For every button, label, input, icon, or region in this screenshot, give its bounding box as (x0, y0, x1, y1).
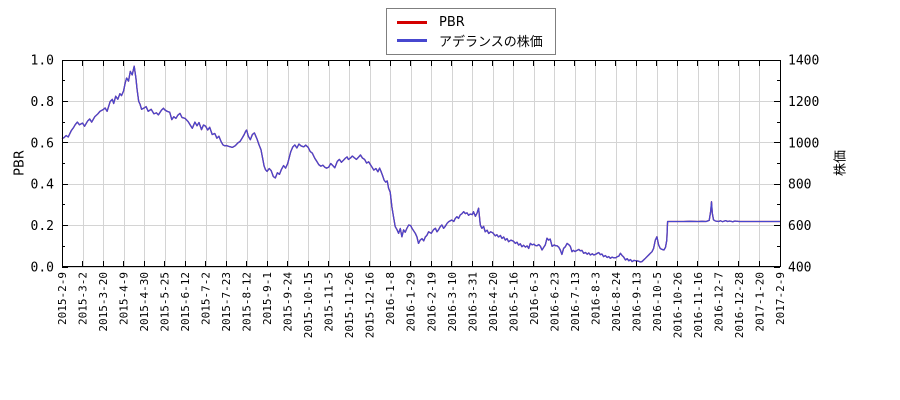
right-axis-tick-labels: 400 600 800 1000 1200 1400 (788, 54, 819, 276)
svg-text:2015-6-12: 2015-6-12 (179, 272, 192, 332)
svg-text:1200: 1200 (788, 95, 819, 110)
x-axis-tick-labels: 2015-2-9 2015-3-2 2015-3-20 2015-4-9 2015-4-… (56, 272, 787, 339)
pbr-line (61, 65, 780, 263)
svg-text:400: 400 (788, 261, 811, 276)
svg-text:2016-1-29: 2016-1-29 (405, 272, 418, 332)
svg-text:2016-8-24: 2016-8-24 (610, 272, 623, 332)
svg-text:2015-3-20: 2015-3-20 (97, 272, 110, 332)
svg-text:2015-7-23: 2015-7-23 (220, 272, 233, 332)
svg-text:2017-2-9: 2017-2-9 (774, 272, 787, 325)
svg-text:2015-7-2: 2015-7-2 (200, 272, 213, 325)
right-axis-title: 株価 (833, 149, 849, 177)
svg-text:2016-10-5: 2016-10-5 (651, 272, 664, 332)
svg-text:2015-11-5: 2015-11-5 (323, 272, 336, 332)
svg-text:0.6: 0.6 (31, 136, 54, 151)
svg-text:2015-3-2: 2015-3-2 (77, 272, 90, 325)
legend-label-price: アデランスの株価 (439, 34, 543, 50)
svg-text:2015-2-9: 2015-2-9 (56, 272, 69, 325)
svg-text:2015-12-16: 2015-12-16 (364, 272, 377, 338)
svg-text:1400: 1400 (788, 54, 819, 69)
svg-text:1000: 1000 (788, 136, 819, 151)
gridlines (62, 60, 781, 268)
svg-text:2016-6-23: 2016-6-23 (548, 272, 561, 332)
left-axis-tick-labels: 0.0 0.2 0.4 0.6 0.8 1.0 (31, 54, 55, 276)
svg-text:2015-9-24: 2015-9-24 (282, 272, 295, 332)
svg-text:0.0: 0.0 (31, 261, 54, 276)
svg-text:2017-1-20: 2017-1-20 (753, 272, 766, 332)
price-line (61, 65, 780, 263)
svg-text:2016-1-8: 2016-1-8 (384, 272, 397, 325)
svg-text:2016-12-28: 2016-12-28 (733, 272, 746, 338)
svg-text:2016-2-19: 2016-2-19 (425, 272, 438, 332)
legend: PBR アデランスの株価 (386, 8, 556, 55)
legend-label-pbr: PBR (439, 14, 465, 30)
svg-text:2015-4-30: 2015-4-30 (138, 272, 151, 332)
svg-text:800: 800 (788, 178, 811, 193)
svg-text:2016-4-20: 2016-4-20 (487, 272, 500, 332)
svg-text:2016-8-3: 2016-8-3 (589, 272, 602, 325)
svg-text:2015-5-25: 2015-5-25 (159, 272, 172, 332)
pbr-line-sample-icon (397, 20, 427, 24)
svg-text:2015-4-9: 2015-4-9 (118, 272, 131, 325)
svg-text:2015-9-1: 2015-9-1 (261, 272, 274, 325)
svg-text:2016-3-31: 2016-3-31 (466, 272, 479, 332)
svg-text:2016-3-10: 2016-3-10 (446, 272, 459, 332)
svg-text:0.4: 0.4 (31, 178, 55, 193)
svg-text:0.8: 0.8 (31, 95, 54, 110)
axes (62, 60, 781, 268)
svg-text:600: 600 (788, 219, 811, 234)
svg-text:0.2: 0.2 (31, 219, 54, 234)
left-axis-title: PBR (12, 150, 28, 176)
svg-text:2016-12-7: 2016-12-7 (712, 272, 725, 332)
svg-text:2015-11-26: 2015-11-26 (343, 272, 356, 338)
svg-text:2016-6-3: 2016-6-3 (528, 272, 541, 325)
svg-text:2016-11-16: 2016-11-16 (692, 272, 705, 338)
svg-text:2015-10-15: 2015-10-15 (302, 272, 315, 338)
legend-item-price: アデランスの株価 (387, 31, 555, 50)
svg-text:2016-10-26: 2016-10-26 (671, 272, 684, 338)
svg-text:2016-5-16: 2016-5-16 (507, 272, 520, 332)
legend-item-pbr: PBR (387, 13, 555, 31)
svg-text:2016-9-13: 2016-9-13 (630, 272, 643, 332)
svg-text:1.0: 1.0 (31, 54, 54, 69)
svg-text:2015-8-12: 2015-8-12 (241, 272, 254, 332)
price-line-sample-icon (397, 38, 427, 42)
svg-text:2016-7-13: 2016-7-13 (569, 272, 582, 332)
